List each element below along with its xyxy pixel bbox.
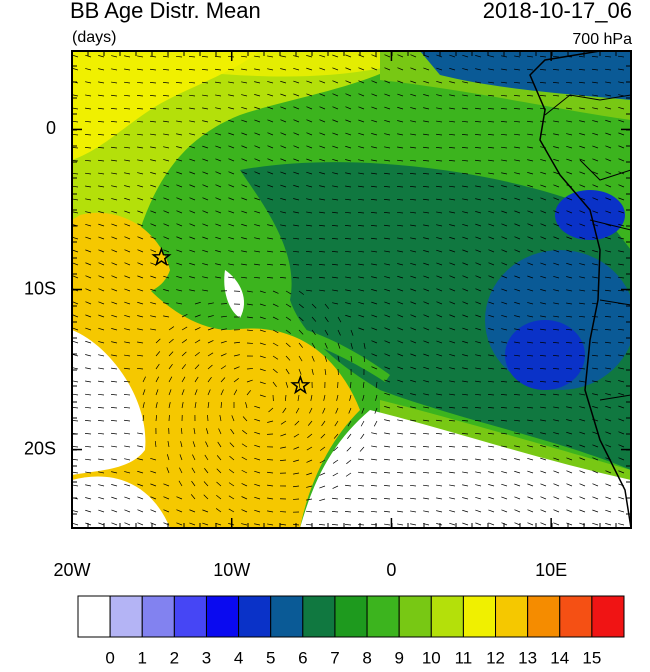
colorbar-label: 3 bbox=[202, 648, 211, 667]
field bbox=[72, 51, 635, 528]
colorbar-label: 12 bbox=[486, 648, 505, 667]
colorbar-box bbox=[399, 596, 431, 637]
colorbar-box bbox=[271, 596, 303, 637]
colorbar-box bbox=[239, 596, 271, 637]
colorbar-box bbox=[335, 596, 367, 637]
colorbar-label: 15 bbox=[582, 648, 601, 667]
x-tick-label: 10E bbox=[535, 560, 567, 580]
colorbar-label: 10 bbox=[422, 648, 441, 667]
units: (days) bbox=[72, 29, 116, 46]
colorbar-box bbox=[463, 596, 495, 637]
colorbar-label: 9 bbox=[394, 648, 403, 667]
colorbar-box bbox=[78, 596, 110, 637]
y-tick-label: 20S bbox=[24, 438, 56, 458]
title: BB Age Distr. Mean bbox=[70, 0, 261, 23]
colorbar-label: 0 bbox=[105, 648, 114, 667]
time: 2018-10-17_06 bbox=[483, 0, 632, 23]
x-tick-label: 0 bbox=[386, 560, 396, 580]
colorbar-box bbox=[528, 596, 560, 637]
colorbar-label: 13 bbox=[518, 648, 537, 667]
colorbar-box bbox=[142, 596, 174, 637]
field-area bbox=[505, 320, 585, 390]
colorbar-box bbox=[560, 596, 592, 637]
colorbar-label: 6 bbox=[298, 648, 307, 667]
level: 700 hPa bbox=[572, 31, 632, 48]
x-tick-label: 10W bbox=[213, 560, 250, 580]
colorbar-label: 5 bbox=[266, 648, 275, 667]
colorbar-label: 2 bbox=[170, 648, 179, 667]
colorbar-box bbox=[110, 596, 142, 637]
colorbar-box bbox=[592, 596, 624, 637]
field-area bbox=[555, 190, 625, 240]
colorbar-box bbox=[174, 596, 206, 637]
colorbar-label: 7 bbox=[330, 648, 339, 667]
y-tick-label: 10S bbox=[24, 278, 56, 298]
colorbar-box bbox=[496, 596, 528, 637]
colorbar-label: 11 bbox=[455, 648, 473, 667]
colorbar-box bbox=[206, 596, 238, 637]
colorbar-label: 8 bbox=[362, 648, 371, 667]
colorbar-box bbox=[303, 596, 335, 637]
x-tick-label: 20W bbox=[53, 560, 90, 580]
colorbar-label: 1 bbox=[138, 648, 147, 667]
colorbar-label: 14 bbox=[550, 648, 569, 667]
colorbar-label: 4 bbox=[234, 648, 243, 667]
colorbar-box bbox=[367, 596, 399, 637]
y-tick-label: 0 bbox=[46, 118, 56, 138]
colorbar-box bbox=[431, 596, 463, 637]
